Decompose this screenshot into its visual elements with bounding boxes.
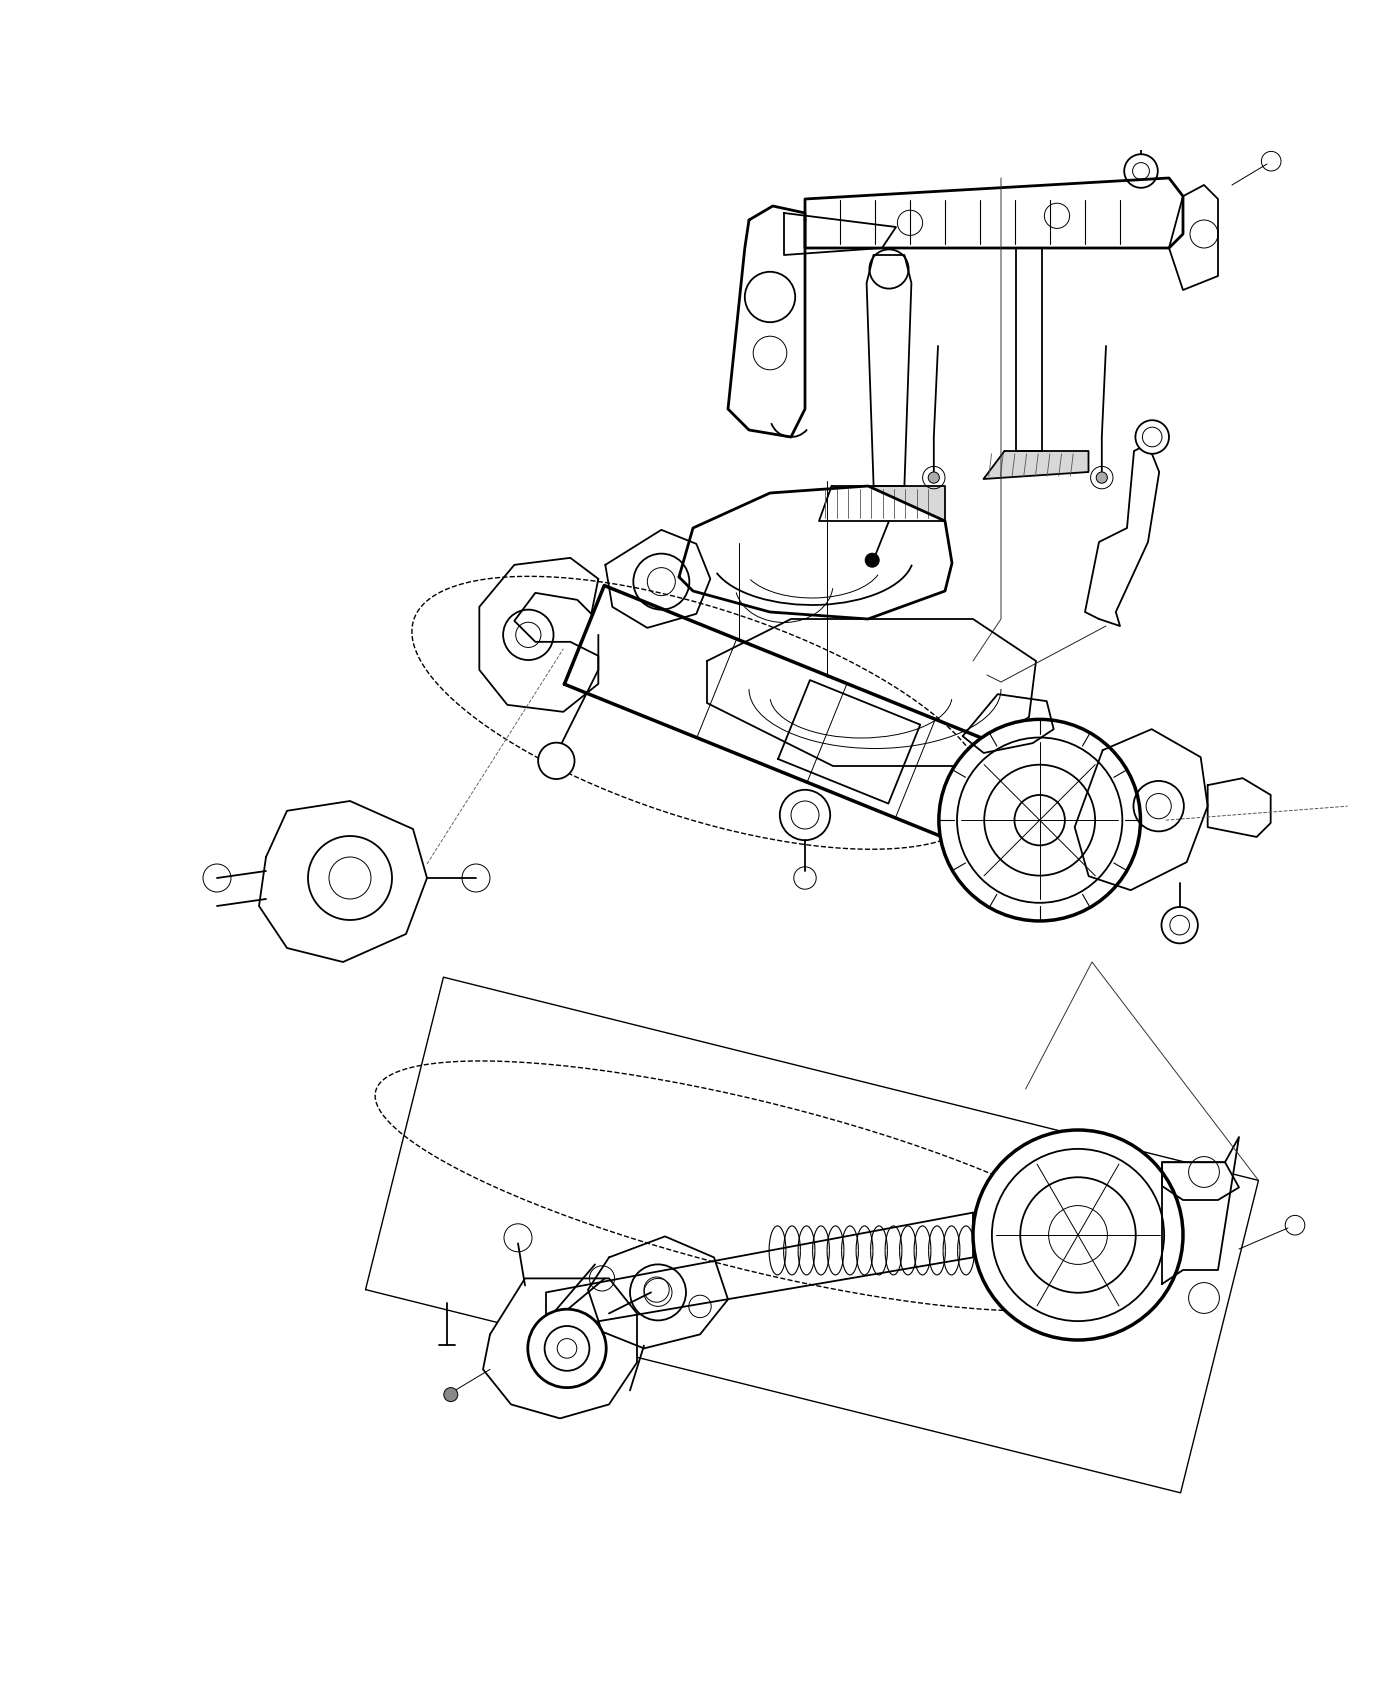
Circle shape — [538, 743, 574, 779]
Polygon shape — [679, 486, 952, 619]
Polygon shape — [1085, 444, 1159, 626]
Circle shape — [973, 1130, 1183, 1340]
Polygon shape — [483, 1278, 637, 1418]
Polygon shape — [1208, 779, 1271, 836]
Polygon shape — [1016, 248, 1042, 450]
Polygon shape — [707, 619, 1036, 767]
Circle shape — [1096, 473, 1107, 483]
Polygon shape — [805, 178, 1183, 248]
Polygon shape — [546, 1212, 973, 1329]
Polygon shape — [479, 558, 598, 712]
Polygon shape — [784, 212, 896, 255]
Polygon shape — [259, 801, 427, 962]
Polygon shape — [588, 1236, 728, 1348]
Circle shape — [1135, 420, 1169, 454]
Polygon shape — [983, 450, 1089, 479]
Polygon shape — [1162, 1163, 1239, 1200]
Circle shape — [939, 719, 1141, 921]
Polygon shape — [1075, 729, 1208, 891]
Polygon shape — [963, 694, 1054, 753]
Polygon shape — [728, 206, 805, 437]
Polygon shape — [564, 585, 1046, 862]
Polygon shape — [819, 486, 945, 520]
Circle shape — [865, 552, 879, 568]
Circle shape — [1162, 908, 1198, 944]
Circle shape — [780, 790, 830, 840]
Polygon shape — [1162, 1137, 1239, 1284]
Polygon shape — [605, 530, 710, 627]
Polygon shape — [778, 680, 920, 804]
Circle shape — [528, 1309, 606, 1387]
Circle shape — [928, 473, 939, 483]
Circle shape — [444, 1387, 458, 1401]
Polygon shape — [1169, 185, 1218, 291]
Polygon shape — [867, 255, 911, 486]
